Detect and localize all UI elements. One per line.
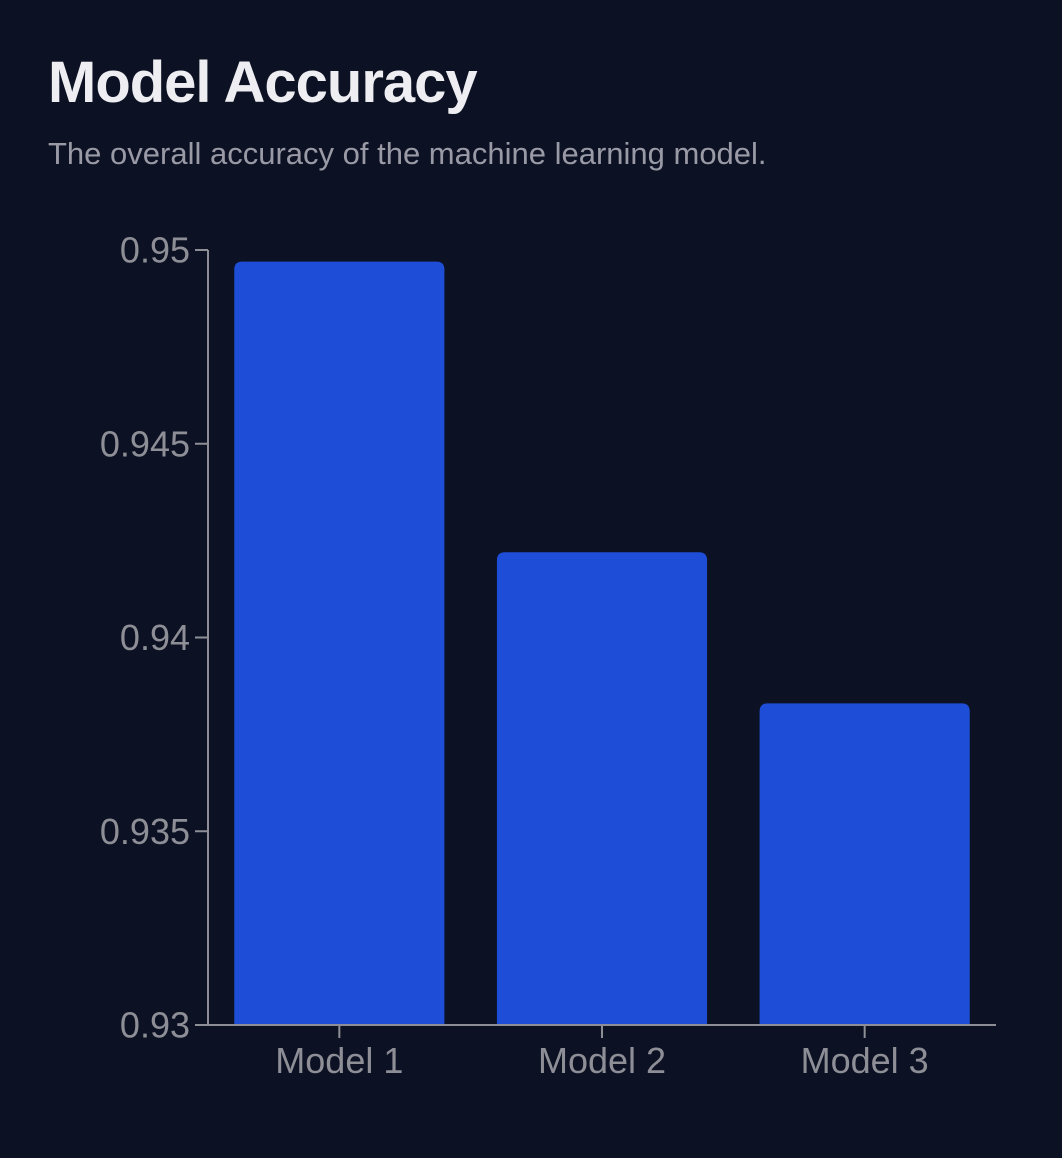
chart-title: Model Accuracy <box>48 50 478 115</box>
bar-3 <box>759 703 970 1025</box>
y-tick-label: 0.94 <box>120 617 190 658</box>
chart-subtitle: The overall accuracy of the machine lear… <box>48 136 767 171</box>
axes-layer: 0.93 0.935 0.94 0.945 0.95 Model 1 Model 2 Mode… <box>100 230 996 1081</box>
y-tick-label: 0.93 <box>120 1005 190 1046</box>
y-tick-label: 0.95 <box>120 230 190 271</box>
bar-1 <box>234 261 445 1025</box>
bar-2 <box>496 552 708 1025</box>
x-tick-label: Model 3 <box>801 1040 929 1081</box>
x-tick-label: Model 1 <box>275 1040 403 1081</box>
y-tick-label: 0.935 <box>100 811 190 852</box>
x-tick-label: Model 2 <box>538 1040 666 1081</box>
bars-layer <box>234 261 970 1025</box>
y-tick-label: 0.945 <box>100 423 190 464</box>
